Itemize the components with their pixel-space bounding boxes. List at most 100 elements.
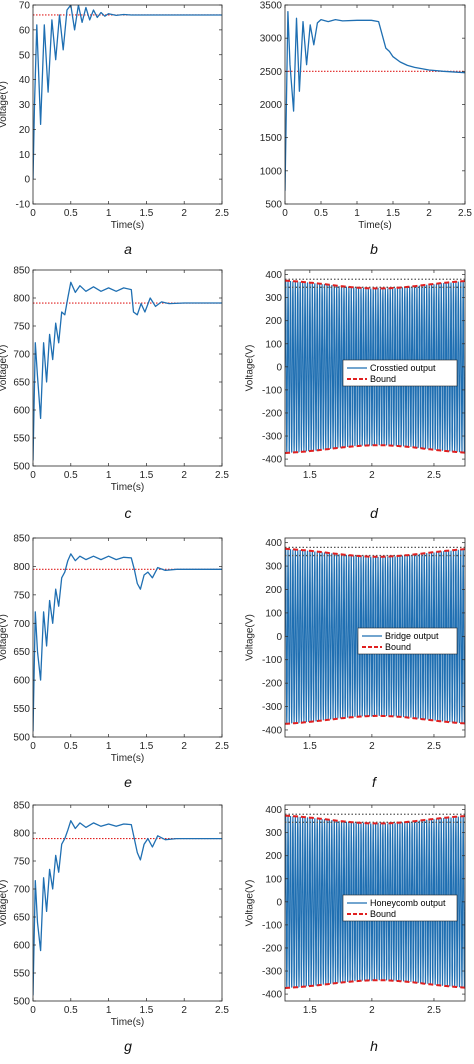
- axes-frame: [284, 269, 466, 467]
- x-tick-label: 0.5: [64, 1005, 78, 1016]
- legend-label: Bridge output: [385, 631, 439, 641]
- legend-box: [357, 627, 458, 655]
- x-tick-label: 0: [30, 741, 36, 752]
- y-tick-label: 850: [13, 266, 30, 277]
- legend-label: Bound: [370, 909, 396, 919]
- y-tick-label: 3500: [260, 1, 283, 12]
- plot-content: [285, 10, 465, 191]
- panel-label: g: [124, 1038, 132, 1054]
- x-tick-label: 2: [369, 741, 375, 752]
- y-tick-label: 60: [19, 25, 31, 36]
- x-tick-label: 1.5: [139, 208, 153, 219]
- y-tick-label: 500: [13, 733, 30, 744]
- x-tick-label: 1.5: [303, 741, 317, 752]
- y-tick-label: 650: [13, 378, 30, 389]
- panel-label: h: [370, 1038, 378, 1054]
- x-tick-label: 1: [354, 208, 360, 219]
- y-tick-label: 40: [19, 75, 31, 86]
- chart-panel-f: 1.5 2 2.5 -400 -300 -200 -100 0 100 200 300 400 Volt…: [245, 537, 466, 790]
- x-tick-label: 0: [30, 1005, 36, 1016]
- plot-content: [33, 281, 222, 461]
- legend-label: Bound: [370, 374, 396, 384]
- y-tick-label: 100: [265, 339, 282, 350]
- panel-label: e: [124, 774, 132, 790]
- y-tick-label: 300: [265, 293, 282, 304]
- x-tick-label: 1.5: [303, 1005, 317, 1016]
- y-tick-label: 700: [13, 619, 30, 630]
- y-tick-label: -10: [16, 200, 31, 211]
- series-line-0: [33, 553, 222, 732]
- x-tick-label: 2.5: [427, 470, 441, 481]
- y-axis-label: Voltage(V): [0, 880, 9, 927]
- y-axis-label: Voltage(V): [0, 345, 9, 392]
- x-tick-label: 0.5: [64, 741, 78, 752]
- x-tick-label: 2: [181, 208, 187, 219]
- axes-frame: [284, 804, 466, 1002]
- y-tick-label: 650: [13, 647, 30, 658]
- bound-upper: [285, 814, 465, 825]
- x-tick-label: 1: [106, 208, 112, 219]
- y-tick-label: -400: [262, 990, 282, 1001]
- y-axis-label: Voltage(V): [245, 880, 256, 927]
- y-tick-label: 20: [19, 125, 31, 136]
- x-tick-label: 2.5: [215, 470, 229, 481]
- plot-area: [33, 538, 222, 737]
- y-tick-label: 2000: [260, 100, 283, 111]
- bound-lower: [285, 979, 465, 989]
- y-tick-label: 500: [13, 462, 30, 473]
- y-tick-label: 500: [265, 200, 282, 211]
- y-tick-label: 500: [13, 997, 30, 1008]
- x-tick-label: 2.5: [427, 741, 441, 752]
- chart-panel-h: 1.5 2 2.5 -400 -300 -200 -100 0 100 200 300 400 Volt…: [245, 804, 466, 1054]
- y-tick-label: -200: [262, 679, 282, 690]
- panel-label: b: [370, 241, 378, 257]
- y-tick-label: 400: [265, 270, 282, 281]
- x-tick-label: 1.5: [139, 1005, 153, 1016]
- y-tick-label: 850: [13, 534, 30, 545]
- y-tick-label: 850: [13, 801, 30, 812]
- y-tick-label: -100: [262, 920, 282, 931]
- x-tick-label: 1.5: [139, 470, 153, 481]
- y-axis-label: Voltage(V): [245, 614, 256, 661]
- x-axis-label: Time(s): [111, 220, 145, 231]
- chart-panel-c: 0 0.5 1 1.5 2 2.5 500 550 600 650 700 750 800 850 Time…: [0, 266, 229, 522]
- legend-label: Bound: [385, 642, 411, 652]
- x-tick-label: 2: [369, 1005, 375, 1016]
- x-tick-label: 0.5: [64, 208, 78, 219]
- y-tick-label: -100: [262, 385, 282, 396]
- series-line-0: [285, 10, 465, 191]
- y-tick-label: 50: [19, 50, 31, 61]
- y-tick-label: 750: [13, 857, 30, 868]
- panel-label: a: [124, 241, 132, 257]
- y-tick-label: 1000: [260, 166, 283, 177]
- panel-label: f: [372, 774, 378, 790]
- legend-label: Crosstied output: [370, 363, 436, 373]
- x-axis-label: Time(s): [111, 753, 145, 764]
- y-tick-label: 200: [265, 316, 282, 327]
- x-tick-label: 2.5: [215, 1005, 229, 1016]
- y-tick-label: 0: [276, 897, 282, 908]
- x-tick-label: 1.5: [303, 470, 317, 481]
- y-tick-label: 100: [265, 608, 282, 619]
- x-tick-label: 1.5: [139, 741, 153, 752]
- x-tick-label: 2: [181, 470, 187, 481]
- chart-panel-d: 1.5 2 2.5 -400 -300 -200 -100 0 100 200 300 400 Volt…: [245, 269, 466, 521]
- x-tick-label: 2: [181, 741, 187, 752]
- x-tick-label: 1: [106, 470, 112, 481]
- legend-box: [342, 894, 458, 922]
- y-tick-label: 750: [13, 322, 30, 333]
- bound-upper: [285, 279, 465, 290]
- y-tick-label: 650: [13, 913, 30, 924]
- plot-area: [33, 270, 222, 466]
- y-axis-label: Voltage(V): [245, 345, 256, 392]
- y-tick-label: 700: [13, 350, 30, 361]
- y-tick-label: 30: [19, 100, 31, 111]
- y-tick-label: -400: [262, 455, 282, 466]
- x-tick-label: 2.5: [215, 741, 229, 752]
- chart-panel-e: 0 0.5 1 1.5 2 2.5 500 550 600 650 700 750 800 850 Time…: [0, 534, 229, 791]
- plot-area: [33, 805, 222, 1001]
